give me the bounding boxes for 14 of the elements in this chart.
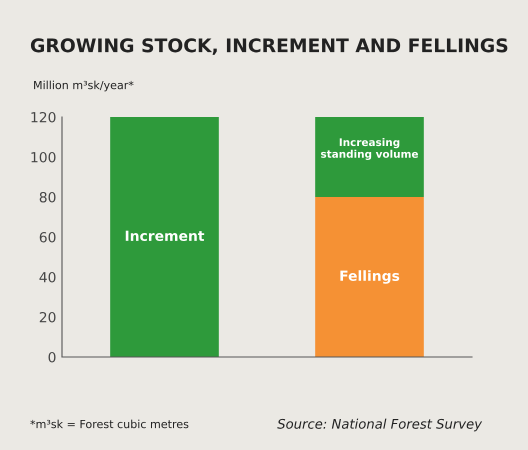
y-tick-label: 0: [48, 352, 56, 362]
source-note: Source: National Forest Survey: [277, 418, 482, 432]
y-tick-label: 60: [40, 232, 56, 242]
y-tick-label: 80: [40, 192, 56, 202]
series-label: Increment: [126, 230, 204, 242]
y-tick-label: 40: [39, 272, 56, 282]
y-tick-label: 20: [40, 312, 56, 322]
series-label: Increasing standing volume: [321, 138, 418, 160]
text: *m³sk = Forest cubic metres: [30, 420, 188, 428]
y-tick-label: 100: [31, 152, 56, 162]
series-label: Fellings: [340, 270, 400, 284]
y-axis-title: Million m³sk/year*: [34, 80, 134, 92]
chart-title: GROWING STOCK, INCREMENT AND FELLINGS: [30, 38, 508, 55]
y-tick-label: 120: [31, 112, 56, 122]
